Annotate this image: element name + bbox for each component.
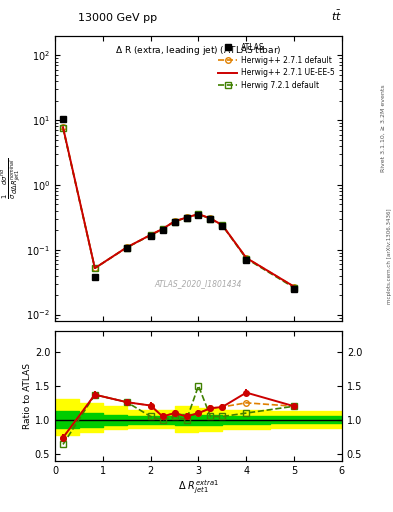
Herwig++ 2.7.1 default [292, 284, 296, 290]
Herwig++ 2.7.1 default [125, 244, 129, 250]
Herwig++ 2.7.1 default [148, 232, 153, 238]
Y-axis label: Ratio to ATLAS: Ratio to ATLAS [23, 363, 32, 429]
Herwig++ 2.7.1 UE-EE-5 [61, 124, 65, 130]
Herwig 7.2.1 default [92, 265, 97, 271]
Herwig++ 2.7.1 default [220, 222, 225, 228]
Text: 13000 GeV pp: 13000 GeV pp [78, 13, 158, 23]
Herwig 7.2.1 default [244, 255, 249, 262]
Text: $t\bar{t}$: $t\bar{t}$ [331, 9, 342, 23]
Herwig++ 2.7.1 default [184, 215, 189, 221]
Text: Rivet 3.1.10, ≥ 3.2M events: Rivet 3.1.10, ≥ 3.2M events [381, 84, 386, 172]
Herwig 7.2.1 default [184, 215, 189, 221]
Text: mcplots.cern.ch [arXiv:1306.3436]: mcplots.cern.ch [arXiv:1306.3436] [387, 208, 392, 304]
Herwig 7.2.1 default [292, 285, 296, 291]
Line: Herwig 7.2.1 default: Herwig 7.2.1 default [60, 125, 297, 290]
Herwig++ 2.7.1 default [244, 255, 249, 261]
Herwig++ 2.7.1 default [196, 211, 201, 217]
Herwig 7.2.1 default [160, 226, 165, 232]
Herwig 7.2.1 default [172, 219, 177, 225]
Legend: ATLAS, Herwig++ 2.7.1 default, Herwig++ 2.7.1 UE-EE-5, Herwig 7.2.1 default: ATLAS, Herwig++ 2.7.1 default, Herwig++ … [215, 39, 338, 93]
Herwig++ 2.7.1 UE-EE-5 [292, 284, 296, 290]
Herwig++ 2.7.1 UE-EE-5 [220, 222, 225, 228]
Herwig++ 2.7.1 UE-EE-5 [208, 216, 213, 222]
Herwig++ 2.7.1 UE-EE-5 [196, 211, 201, 217]
Text: $\Delta$ R (extra, leading jet) (ATLAS ttbar): $\Delta$ R (extra, leading jet) (ATLAS t… [115, 45, 282, 57]
Line: Herwig++ 2.7.1 default: Herwig++ 2.7.1 default [60, 124, 297, 289]
Herwig++ 2.7.1 default [160, 226, 165, 232]
Herwig++ 2.7.1 UE-EE-5 [92, 265, 97, 271]
Herwig++ 2.7.1 UE-EE-5 [148, 232, 153, 238]
Y-axis label: $\frac{1}{\sigma}\frac{d\sigma^{nd}}{d\Delta R_{jet1}^{nominal}}$: $\frac{1}{\sigma}\frac{d\sigma^{nd}}{d\D… [0, 158, 24, 199]
Herwig++ 2.7.1 UE-EE-5 [244, 255, 249, 261]
X-axis label: $\Delta$ $R_{jet1}^{extra1}$: $\Delta$ $R_{jet1}^{extra1}$ [178, 478, 219, 496]
Herwig 7.2.1 default [220, 222, 225, 228]
Herwig++ 2.7.1 UE-EE-5 [160, 226, 165, 232]
Herwig 7.2.1 default [208, 216, 213, 222]
Herwig 7.2.1 default [61, 125, 65, 132]
Herwig++ 2.7.1 default [172, 218, 177, 224]
Herwig++ 2.7.1 default [92, 265, 97, 271]
Herwig++ 2.7.1 default [208, 216, 213, 222]
Herwig 7.2.1 default [125, 245, 129, 251]
Line: Herwig++ 2.7.1 UE-EE-5: Herwig++ 2.7.1 UE-EE-5 [63, 127, 294, 287]
Text: ATLAS_2020_I1801434: ATLAS_2020_I1801434 [155, 280, 242, 288]
Herwig 7.2.1 default [148, 232, 153, 238]
Herwig++ 2.7.1 UE-EE-5 [125, 244, 129, 250]
Herwig 7.2.1 default [196, 211, 201, 218]
Herwig++ 2.7.1 UE-EE-5 [172, 218, 177, 224]
Herwig++ 2.7.1 UE-EE-5 [184, 215, 189, 221]
Herwig++ 2.7.1 default [61, 124, 65, 130]
